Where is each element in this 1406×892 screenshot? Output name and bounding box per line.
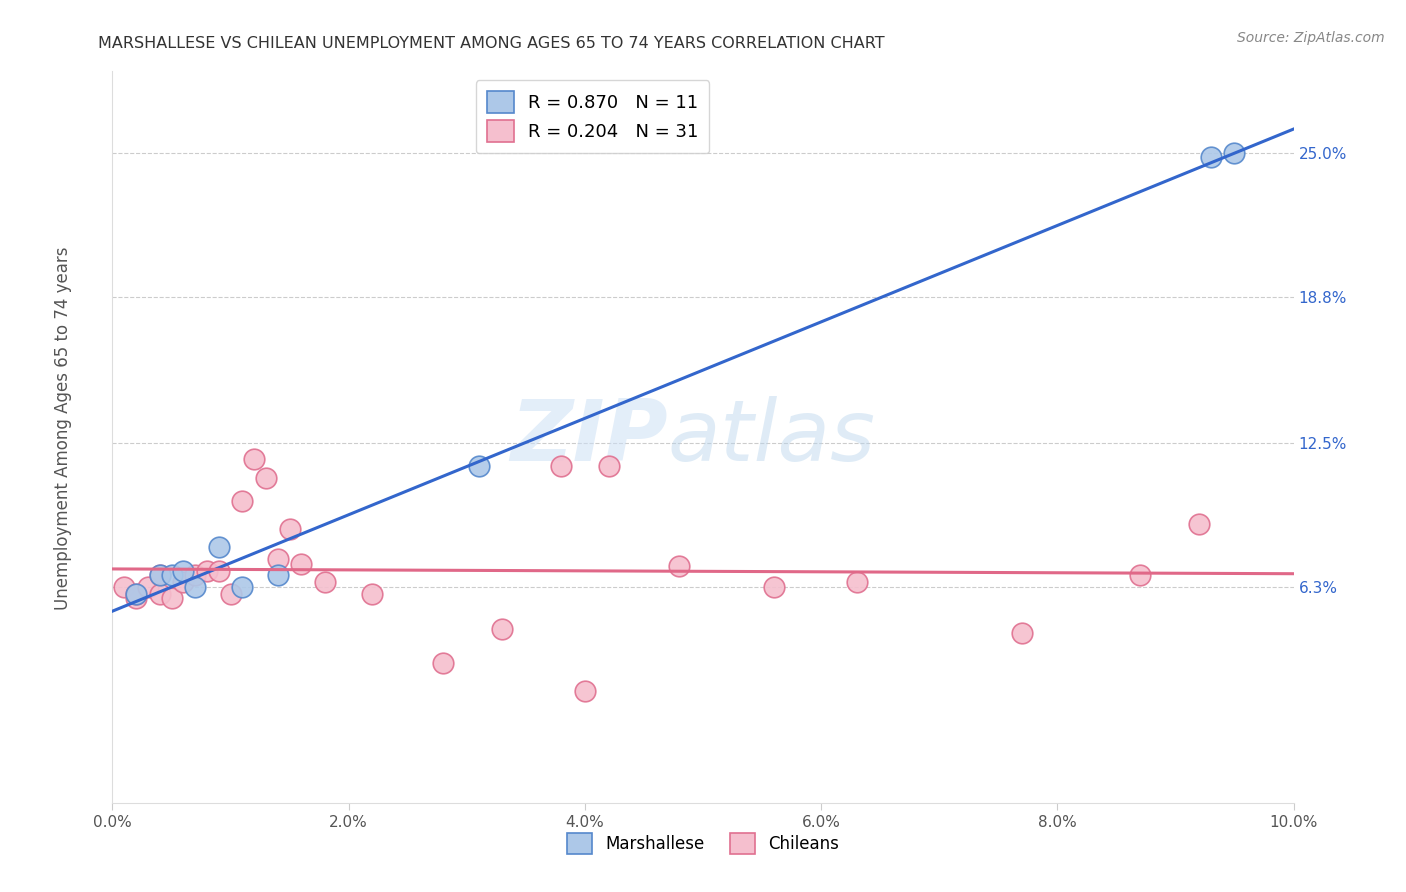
Point [195,564,218,578]
Point [112,580,135,594]
Point [1199,150,1222,164]
Point [432,657,454,671]
Point [361,587,384,601]
Point [574,684,596,698]
Point [1011,626,1033,640]
Point [149,568,172,582]
Point [219,587,242,601]
Point [278,522,301,536]
Legend: Marshallese, Chileans: Marshallese, Chileans [561,827,845,860]
Point [845,575,868,590]
Text: Source: ZipAtlas.com: Source: ZipAtlas.com [1237,31,1385,45]
Point [267,568,290,582]
Point [184,580,207,594]
Point [208,564,231,578]
Point [254,471,277,485]
Point [172,575,194,590]
Point [668,558,690,573]
Point [491,622,513,636]
Point [314,575,336,590]
Text: atlas: atlas [668,395,876,479]
Point [550,459,572,474]
Point [160,591,183,606]
Point [125,591,148,606]
Point [290,557,312,571]
Text: ZIP: ZIP [510,395,668,479]
Point [160,568,183,582]
Point [172,564,194,578]
Point [208,541,231,555]
Point [1129,568,1152,582]
Text: MARSHALLESE VS CHILEAN UNEMPLOYMENT AMONG AGES 65 TO 74 YEARS CORRELATION CHART: MARSHALLESE VS CHILEAN UNEMPLOYMENT AMON… [98,36,884,51]
Point [467,459,489,474]
Point [231,580,253,594]
Point [231,494,253,508]
Point [149,587,172,601]
Point [267,552,290,566]
Point [184,568,207,582]
Point [1188,517,1211,532]
Point [149,568,172,582]
Point [125,587,148,601]
Point [598,459,620,474]
Point [125,587,148,601]
Point [136,580,159,594]
Point [762,580,785,594]
Text: Unemployment Among Ages 65 to 74 years: Unemployment Among Ages 65 to 74 years [55,246,72,610]
Point [243,452,266,467]
Point [1223,145,1246,160]
